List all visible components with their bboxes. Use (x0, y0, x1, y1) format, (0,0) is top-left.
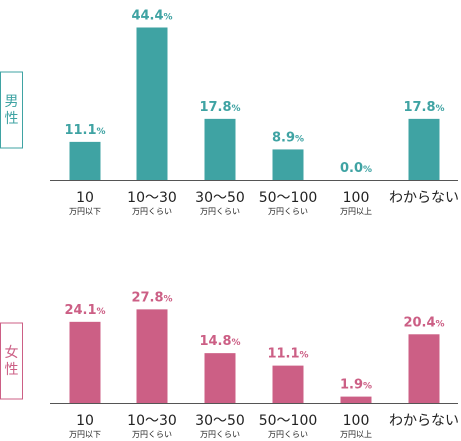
male-label-char: 性 (5, 111, 19, 127)
female-bar (69, 321, 101, 403)
male-value-label: 11.1% (64, 123, 105, 138)
male-category-label: 100 (343, 190, 370, 206)
female-value-label: 11.1% (267, 347, 308, 362)
male-bar (408, 118, 440, 180)
male-label-char: 男 (5, 94, 19, 110)
male-category-label: 10～30 (127, 190, 177, 206)
male-category-sublabel: 万円くらい (132, 207, 172, 216)
female-value-label: 24.1% (64, 303, 105, 318)
female-value-label: 1.9% (340, 378, 372, 393)
female-label-char: 性 (5, 362, 19, 378)
female-category-sublabel: 万円くらい (200, 430, 240, 439)
female-category-sublabel: 万円くらい (132, 430, 172, 439)
male-category-label: わからない (389, 190, 459, 206)
female-category-sublabel: 万円以上 (340, 430, 372, 439)
female-bar (204, 353, 236, 403)
female-label-box (0, 322, 23, 400)
male-value-label: 8.9% (272, 130, 304, 145)
female-bar (340, 396, 372, 403)
female-category-label: 30～50 (195, 413, 245, 429)
female-category-sublabel: 万円以下 (69, 430, 101, 439)
female-category-label: 50～100 (259, 413, 318, 429)
male-category-sublabel: 万円くらい (268, 207, 308, 216)
male-value-label: 0.0% (340, 161, 372, 176)
male-bar (136, 27, 168, 180)
female-bar (272, 365, 304, 403)
male-value-label: 17.8% (199, 100, 240, 115)
female-value-label: 27.8% (131, 290, 172, 305)
female-category-label: 100 (343, 413, 370, 429)
male-category-label: 10 (76, 190, 94, 206)
male-bar (69, 141, 101, 180)
female-category-label: 10 (76, 413, 94, 429)
male-bar (272, 149, 304, 180)
female-category-label: 10～30 (127, 413, 177, 429)
female-bar (136, 309, 168, 403)
male-label-box (0, 71, 23, 149)
female-category-sublabel: 万円くらい (268, 430, 308, 439)
male-category-sublabel: 万円くらい (200, 207, 240, 216)
male-category-sublabel: 万円以下 (69, 207, 101, 216)
female-category-label: わからない (389, 413, 459, 429)
female-bar (408, 334, 440, 403)
male-category-label: 30～50 (195, 190, 245, 206)
female-label-char: 女 (5, 344, 19, 361)
female-value-label: 14.8% (199, 334, 240, 349)
male-category-sublabel: 万円以上 (340, 207, 372, 216)
male-value-label: 17.8% (403, 100, 444, 115)
female-value-label: 20.4% (403, 315, 444, 330)
male-value-label: 44.4% (131, 8, 172, 23)
male-category-label: 50～100 (259, 190, 318, 206)
male-bar (204, 118, 236, 180)
